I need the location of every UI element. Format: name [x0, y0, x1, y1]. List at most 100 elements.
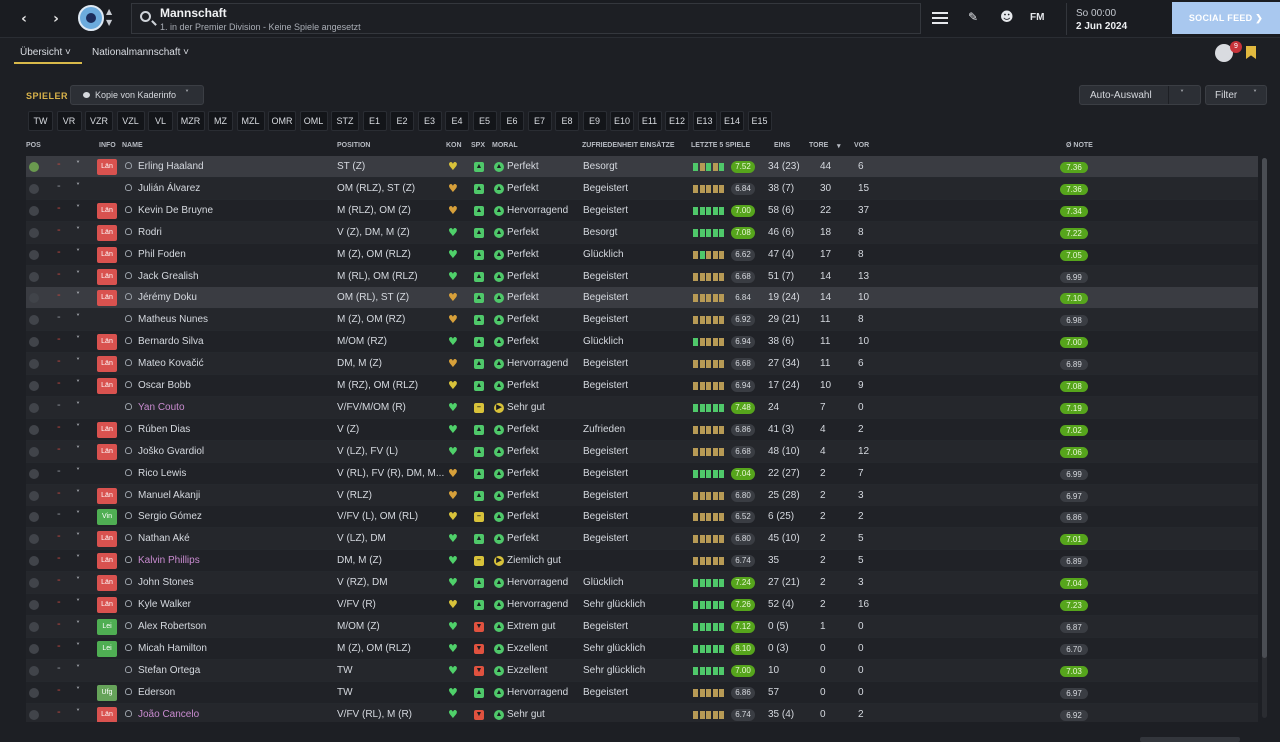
select-checkbox[interactable]	[29, 162, 39, 172]
chevron-down-icon[interactable]: ˅	[76, 619, 80, 629]
col-pos[interactable]: POS	[26, 142, 41, 149]
info-badge[interactable]: Län	[97, 575, 117, 592]
table-row[interactable]: - ˅ Ufg Ederson TW ♥ ▲ ▲ Hervorragend Begeistert 6…	[26, 681, 1258, 704]
col-assists[interactable]: VOR	[854, 142, 870, 149]
info-badge[interactable]: Län	[97, 356, 117, 373]
table-row[interactable]: - ˅ Län Kalvin Phillips DM, M (Z) ♥ – ▶ Ziemlich…	[26, 550, 1258, 573]
position-tab[interactable]: E10	[610, 111, 634, 131]
col-position[interactable]: POSITION	[337, 142, 371, 149]
player-name[interactable]: Oscar Bobb	[138, 380, 191, 391]
edit-icon[interactable]: ✎	[968, 10, 979, 24]
position-tab[interactable]: OMR	[268, 111, 296, 131]
select-checkbox[interactable]	[29, 512, 39, 523]
position-tab[interactable]: E12	[665, 111, 689, 131]
position-tab[interactable]: VL	[148, 111, 173, 131]
info-badge[interactable]: Lei	[97, 640, 117, 657]
info-badge[interactable]: Län	[97, 597, 117, 613]
col-info[interactable]: INFO	[99, 142, 116, 149]
player-name[interactable]: Yan Couto	[138, 401, 185, 413]
player-name[interactable]: Jack Grealish	[138, 270, 199, 282]
table-row[interactable]: - ˅ Län Rodri V (Z), DM, M (Z) ♥ ▲ ▲ Perfekt Beso…	[26, 221, 1258, 244]
scrollbar[interactable]	[1262, 158, 1267, 718]
chevron-down-icon[interactable]: ˅	[76, 247, 80, 257]
info-badge[interactable]: Län	[97, 224, 117, 241]
player-name[interactable]: Mateo Kovačić	[138, 358, 204, 370]
info-badge[interactable]: Län	[97, 334, 117, 351]
table-row[interactable]: - ˅ Län Nathan Aké V (LZ), DM ♥ ▲ ▲ Perfekt Begei…	[26, 528, 1258, 551]
info-badge[interactable]: Län	[97, 268, 117, 285]
position-tab[interactable]: MZL	[236, 111, 265, 131]
position-tab[interactable]: E7	[527, 111, 552, 131]
chevron-down-icon[interactable]: ˅	[76, 598, 80, 607]
table-row[interactable]: - ˅ Län Jack Grealish M (RL), OM (RLZ) ♥ ▲ ▲ Per…	[26, 265, 1258, 288]
select-checkbox[interactable]	[29, 227, 39, 238]
select-checkbox[interactable]	[29, 271, 39, 282]
chevron-down-icon[interactable]: ˅	[76, 313, 80, 323]
chevron-down-icon[interactable]: ˅	[76, 510, 80, 520]
player-name[interactable]: Kyle Walker	[138, 599, 191, 610]
info-badge[interactable]: Län	[97, 531, 117, 548]
select-checkbox[interactable]	[29, 490, 39, 501]
chevron-down-icon[interactable]: ˅	[76, 291, 80, 301]
position-tab[interactable]: E6	[500, 111, 524, 131]
player-name[interactable]: Matheus Nunes	[138, 314, 209, 326]
col-avg-rating[interactable]: Ø NOTE	[1066, 142, 1093, 149]
position-tab[interactable]: OML	[299, 111, 328, 131]
select-checkbox[interactable]	[29, 446, 39, 457]
col-kon[interactable]: KON	[446, 142, 462, 149]
chevron-down-icon[interactable]: ˅	[76, 357, 80, 367]
chevron-down-icon[interactable]: ˅	[76, 466, 80, 476]
chevron-down-icon[interactable]: ˅	[76, 160, 80, 169]
chevron-down-icon[interactable]: ˅	[76, 576, 80, 586]
player-name[interactable]: Sergio Gómez	[138, 511, 202, 523]
select-checkbox[interactable]	[29, 643, 39, 654]
info-badge[interactable]: Län	[97, 159, 117, 175]
col-goals[interactable]: TORE	[809, 142, 829, 149]
info-badge[interactable]: Lei	[97, 618, 117, 635]
info-badge[interactable]: Vin	[97, 509, 117, 526]
position-tab[interactable]: E11	[637, 111, 662, 131]
chevron-down-icon[interactable]: ˅	[76, 444, 80, 454]
col-last5[interactable]: LETZTE 5 SPIELE	[691, 142, 751, 149]
position-tab[interactable]: E9	[582, 111, 607, 131]
chevron-down-icon[interactable]: ˅	[76, 203, 80, 213]
tab-national-team[interactable]: Nationalmannschaft ˅	[92, 47, 190, 58]
player-name[interactable]: João Cancelo	[138, 708, 200, 720]
social-feed-button[interactable]: SOCIAL FEED ❯	[1172, 2, 1280, 34]
info-badge[interactable]: Län	[97, 290, 117, 307]
player-name[interactable]: Bernardo Silva	[138, 336, 204, 348]
position-tab[interactable]: E4	[445, 111, 469, 131]
player-name[interactable]: Rúben Dias	[138, 423, 191, 435]
bookmark-icon[interactable]	[1246, 46, 1256, 59]
player-name[interactable]: Rodri	[138, 226, 162, 238]
info-badge[interactable]: Län	[97, 378, 117, 394]
select-checkbox[interactable]	[29, 424, 39, 435]
club-switch-icon[interactable]: ▲ ▼	[106, 7, 113, 27]
chevron-down-icon[interactable]: ˅	[76, 269, 80, 279]
player-name[interactable]: John Stones	[138, 577, 194, 589]
position-tab[interactable]: E1	[362, 111, 387, 131]
scrollbar-thumb[interactable]	[1262, 158, 1267, 658]
table-row[interactable]: - ˅ Län Manuel Akanji V (RLZ) ♥ ▲ ▲ Perfekt Begei…	[26, 484, 1258, 507]
table-row[interactable]: - ˅ Lei Micah Hamilton M (Z), OM (RLZ) ♥ ▼ ▲ Exz…	[26, 637, 1258, 660]
table-row[interactable]: - ˅ Län Erling Haaland ST (Z) ♥ ▲ ▲ Perfekt Besor…	[26, 156, 1258, 178]
player-name[interactable]: Stefan Ortega	[138, 664, 201, 676]
table-row[interactable]: - ˅ Stefan Ortega TW ♥ ▼ ▲ Exzellent Sehr glückl…	[26, 659, 1258, 682]
player-name[interactable]: Rico Lewis	[138, 467, 187, 479]
chevron-down-icon[interactable]: ˅	[76, 532, 80, 542]
position-tab[interactable]: E5	[472, 111, 497, 131]
chevron-down-icon[interactable]: ˅	[76, 663, 80, 673]
search-box[interactable]: Mannschaft 1. in der Premier Division - …	[131, 3, 921, 34]
table-row[interactable]: - ˅ Län Bernardo Silva M/OM (RZ) ♥ ▲ ▲ Perfekt Gl…	[26, 331, 1258, 354]
player-name[interactable]: Micah Hamilton	[138, 642, 207, 654]
chevron-down-icon[interactable]: ˅	[76, 181, 80, 191]
player-name[interactable]: Joško Gvardiol	[138, 445, 205, 457]
chevron-down-icon[interactable]: ˅	[76, 422, 80, 432]
chevron-down-icon[interactable]: ˅	[76, 707, 80, 717]
player-name[interactable]: Manuel Akanji	[138, 489, 201, 501]
position-tab[interactable]: STZ	[331, 111, 359, 131]
info-badge[interactable]: Län	[97, 706, 117, 722]
auto-select-button[interactable]: Auto-Auswahl ˅	[1079, 85, 1201, 105]
chevron-down-icon[interactable]: ˅	[76, 488, 80, 498]
select-checkbox[interactable]	[29, 687, 39, 698]
